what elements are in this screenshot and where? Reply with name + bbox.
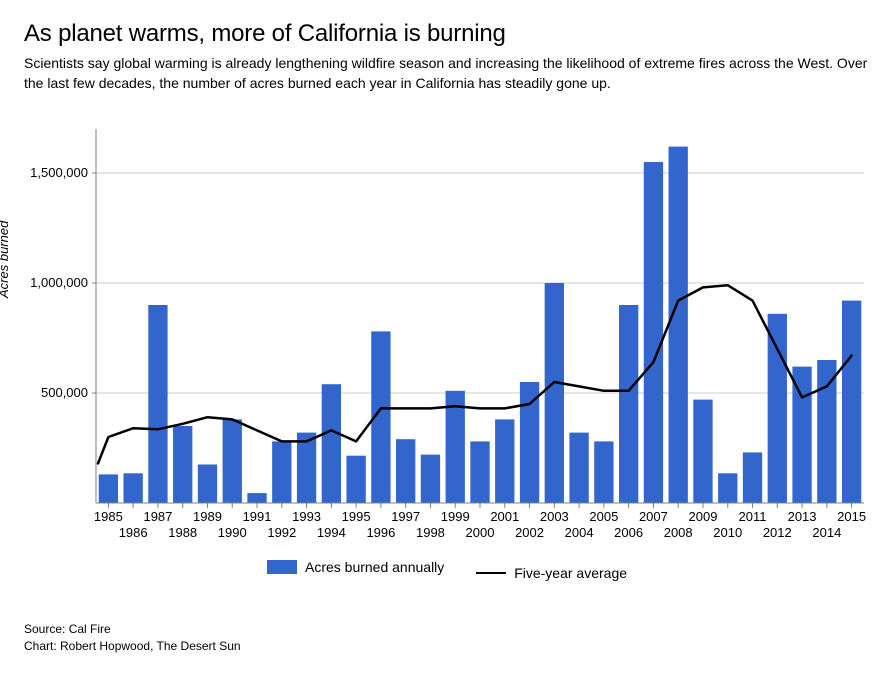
x-tick-label: 1994: [317, 525, 346, 540]
x-tick-label: 2014: [812, 525, 841, 540]
bar: [594, 442, 613, 504]
x-tick-label: 1991: [243, 509, 272, 524]
x-tick-label: 2015: [837, 509, 866, 524]
x-tick-label: 2005: [589, 509, 618, 524]
x-tick-label: 1986: [119, 525, 148, 540]
legend-line-label: Five-year average: [514, 565, 627, 581]
svg-text:1,500,000: 1,500,000: [30, 165, 88, 180]
x-tick-label: 1990: [218, 525, 247, 540]
x-tick-label: 2008: [664, 525, 693, 540]
legend-bar-label: Acres burned annually: [305, 559, 444, 575]
x-tick-label: 1996: [366, 525, 395, 540]
x-tick-label: 1993: [292, 509, 321, 524]
x-tick-label: 2013: [788, 509, 817, 524]
page-title: As planet warms, more of California is b…: [24, 20, 870, 48]
bar: [223, 420, 242, 504]
x-tick-label: 2000: [466, 525, 495, 540]
y-axis-label: Acres burned: [0, 221, 11, 298]
bar: [123, 473, 142, 503]
svg-text:500,000: 500,000: [41, 385, 88, 400]
x-tick-label: 2003: [540, 509, 569, 524]
x-tick-label: 1998: [416, 525, 445, 540]
bar: [470, 442, 489, 504]
bar: [569, 433, 588, 503]
bar: [297, 433, 316, 503]
x-tick-label: 1987: [143, 509, 172, 524]
x-tick-label: 2010: [713, 525, 742, 540]
x-tick-label: 2001: [490, 509, 519, 524]
bar: [768, 314, 787, 503]
x-tick-label: 2011: [739, 509, 767, 524]
x-tick-label: 1995: [342, 509, 371, 524]
x-tick-label: 2012: [763, 525, 792, 540]
x-tick-label: 2006: [614, 525, 643, 540]
x-tick-label: 2009: [689, 509, 718, 524]
bar: [842, 301, 861, 503]
legend-swatch-line: [476, 572, 506, 574]
x-tick-label: 1988: [168, 525, 197, 540]
bar: [693, 400, 712, 503]
page-subtitle: Scientists say global warming is already…: [24, 54, 870, 93]
bar: [396, 439, 415, 503]
x-tick-label: 2002: [515, 525, 544, 540]
bar: [619, 305, 638, 503]
bar: [669, 147, 688, 503]
bar: [198, 465, 217, 504]
bar: [545, 283, 564, 503]
bar: [817, 360, 836, 503]
bar: [792, 367, 811, 503]
bar: [272, 442, 291, 504]
svg-text:1,000,000: 1,000,000: [30, 275, 88, 290]
bar: [495, 420, 514, 504]
x-tick-label: 1985: [94, 509, 123, 524]
bar: [322, 384, 341, 503]
bar: [148, 305, 167, 503]
bar: [644, 162, 663, 503]
bar: [421, 455, 440, 503]
legend: Acres burned annually Five-year average: [24, 559, 870, 581]
credit-text: Chart: Robert Hopwood, The Desert Sun: [24, 638, 870, 655]
x-tick-label: 1989: [193, 509, 222, 524]
legend-item-bars: Acres burned annually: [267, 559, 444, 575]
bar: [247, 493, 266, 503]
chart-container: Acres burned 500,0001,000,0001,500,00019…: [24, 123, 870, 553]
trend-line: [98, 285, 852, 463]
legend-swatch-bar: [267, 560, 297, 574]
bar: [99, 475, 118, 504]
x-tick-label: 2007: [639, 509, 668, 524]
x-tick-label: 1999: [441, 509, 470, 524]
x-tick-label: 1997: [391, 509, 420, 524]
bar: [173, 426, 192, 503]
bar: [346, 456, 365, 503]
source-text: Source: Cal Fire: [24, 621, 870, 638]
bar: [718, 473, 737, 503]
x-tick-label: 2004: [565, 525, 594, 540]
legend-item-line: Five-year average: [476, 565, 627, 581]
bar: [520, 382, 539, 503]
bar: [743, 453, 762, 504]
chart-svg: 500,0001,000,0001,500,000198519861987198…: [24, 123, 870, 553]
chart-footer: Source: Cal Fire Chart: Robert Hopwood, …: [24, 621, 870, 655]
x-tick-label: 1992: [267, 525, 296, 540]
